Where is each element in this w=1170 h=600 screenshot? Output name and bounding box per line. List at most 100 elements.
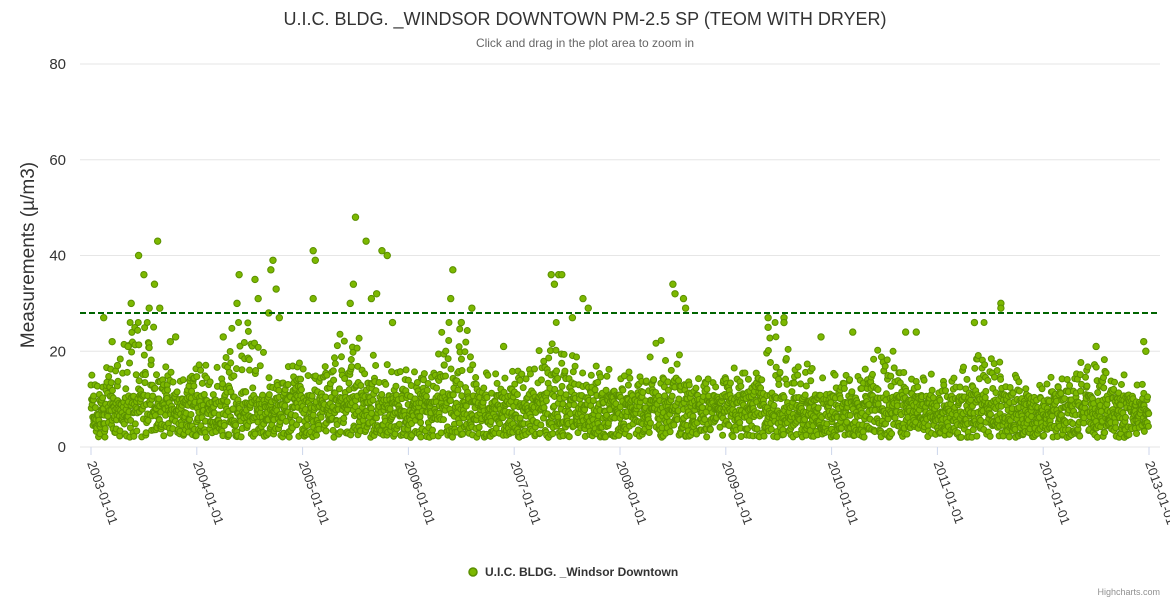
data-point[interactable] [1047,373,1055,381]
data-point[interactable] [667,366,675,374]
data-point[interactable] [646,419,654,427]
data-point[interactable] [554,374,562,382]
data-point[interactable] [1133,430,1141,438]
data-point[interactable] [134,319,142,327]
data-point[interactable] [1145,410,1153,418]
data-point[interactable] [244,319,252,327]
data-point[interactable] [132,371,140,379]
data-point[interactable] [675,395,683,403]
data-point[interactable] [560,350,568,358]
data-point-peak[interactable] [145,304,153,312]
data-point[interactable] [192,432,200,440]
data-point[interactable] [903,430,911,438]
data-point[interactable] [219,380,227,388]
data-point[interactable] [475,423,483,431]
data-point[interactable] [153,371,161,379]
data-point[interactable] [237,433,245,441]
data-point[interactable] [164,386,172,394]
data-point[interactable] [846,411,854,419]
data-point[interactable] [242,388,250,396]
data-point[interactable] [914,383,922,391]
data-point-peak[interactable] [153,237,162,245]
data-point[interactable] [775,381,783,389]
data-point[interactable] [131,420,139,428]
data-point[interactable] [1005,433,1013,441]
data-point-peak[interactable] [349,280,358,288]
data-point-peak[interactable] [108,337,116,346]
data-point[interactable] [661,392,669,400]
data-point[interactable] [1093,433,1101,441]
data-point[interactable] [766,358,774,366]
data-point[interactable] [116,427,124,435]
data-point[interactable] [457,355,465,363]
data-point[interactable] [848,388,856,396]
data-point[interactable] [553,367,561,375]
data-point[interactable] [462,338,470,346]
data-point[interactable] [108,386,116,394]
data-point[interactable] [179,376,187,384]
data-point[interactable] [458,392,466,400]
data-point[interactable] [881,362,889,370]
data-point[interactable] [1144,422,1152,430]
data-point[interactable] [673,360,681,368]
data-point[interactable] [971,364,979,372]
data-point[interactable] [719,431,727,439]
data-point-peak[interactable] [669,280,677,288]
data-point[interactable] [341,374,349,382]
data-point[interactable] [522,375,530,383]
data-point-peak[interactable] [499,342,508,351]
data-point[interactable] [784,345,792,353]
data-point[interactable] [927,370,935,378]
data-point[interactable] [790,379,798,387]
data-point[interactable] [1111,378,1119,386]
data-point[interactable] [1100,356,1108,364]
data-point[interactable] [1092,363,1100,371]
data-point[interactable] [579,369,587,377]
data-point[interactable] [526,370,534,378]
data-point[interactable] [349,348,357,356]
data-point[interactable] [794,363,802,371]
data-point[interactable] [814,404,822,412]
data-point[interactable] [249,384,257,392]
data-point[interactable] [445,319,453,327]
data-point[interactable] [548,340,556,348]
data-point[interactable] [114,377,122,385]
data-point[interactable] [145,344,153,352]
data-point[interactable] [591,386,599,394]
data-point[interactable] [135,341,143,349]
data-point[interactable] [957,433,965,441]
data-point[interactable] [275,386,283,394]
data-point[interactable] [105,373,113,381]
data-point-peak[interactable] [351,213,360,221]
data-point[interactable] [93,382,101,390]
data-point[interactable] [1063,375,1071,383]
data-point[interactable] [88,371,96,379]
data-point[interactable] [438,328,446,336]
data-point-peak[interactable] [1142,347,1150,355]
data-point[interactable] [396,368,404,376]
data-point[interactable] [173,388,181,396]
data-point[interactable] [657,336,665,344]
data-point[interactable] [900,368,908,376]
data-point-peak[interactable] [1092,342,1100,351]
data-point[interactable] [330,354,338,362]
data-point[interactable] [959,363,967,371]
data-point[interactable] [619,386,627,394]
data-point[interactable] [587,371,595,379]
data-point[interactable] [322,427,330,435]
data-point[interactable] [982,387,990,395]
data-point[interactable] [347,356,355,364]
data-point-peak[interactable] [367,294,376,303]
data-point-peak[interactable] [166,337,175,346]
data-point[interactable] [592,362,600,370]
data-point-peak[interactable] [579,294,587,303]
data-point[interactable] [650,376,658,384]
legend-label[interactable]: U.I.C. BLDG. _Windsor Downtown [485,565,678,579]
data-point-peak[interactable] [309,247,317,255]
data-point[interactable] [973,432,981,440]
data-point[interactable] [259,348,267,356]
data-point[interactable] [646,353,654,361]
data-point[interactable] [198,379,206,387]
data-point[interactable] [252,367,260,375]
data-point[interactable] [874,346,882,354]
